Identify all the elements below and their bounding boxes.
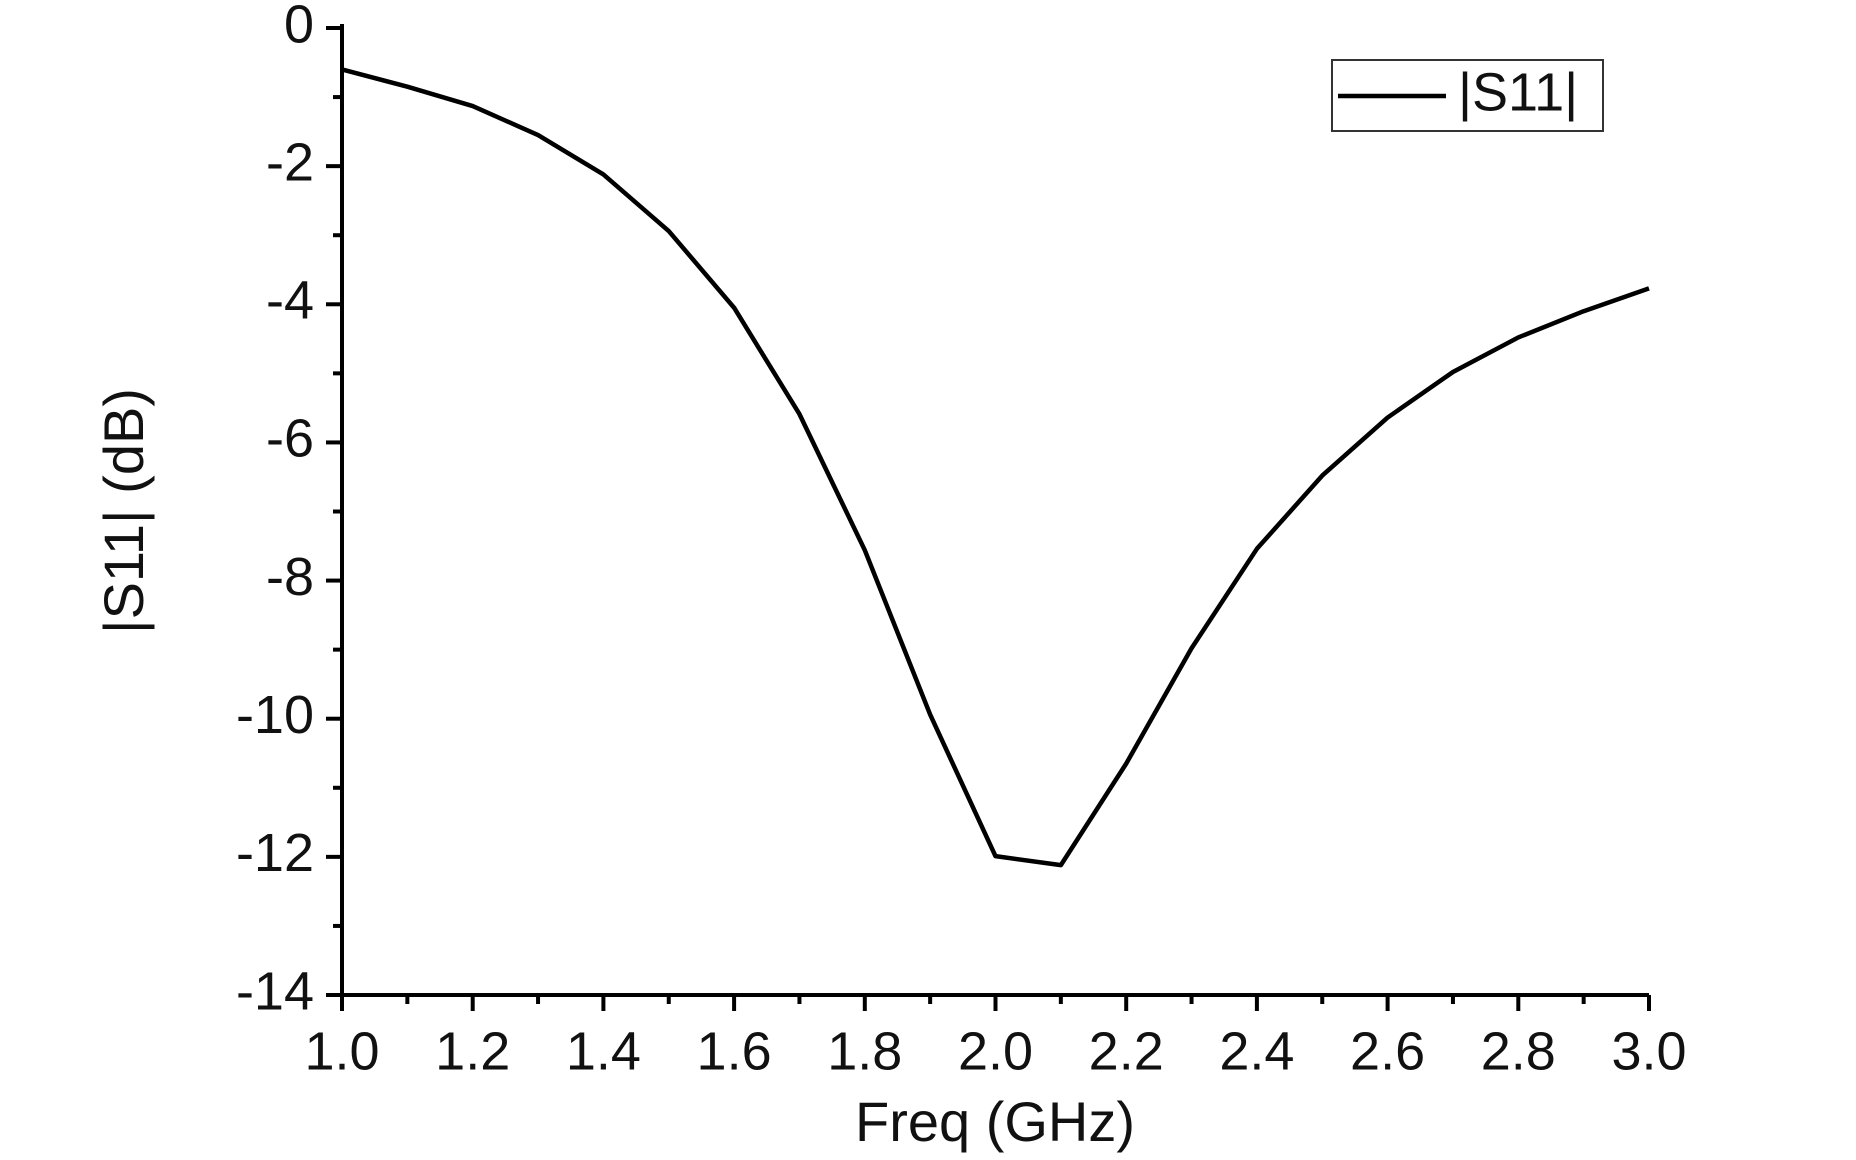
x-tick-label: 2.8: [1481, 1021, 1556, 1081]
y-tick-label: -4: [266, 271, 314, 331]
x-tick-label: 2.6: [1350, 1021, 1425, 1081]
x-axis-label: Freq (GHz): [855, 1090, 1135, 1153]
x-tick-label: 1.2: [435, 1021, 510, 1081]
y-tick-label: -6: [266, 409, 314, 469]
y-tick-label: -8: [266, 547, 314, 607]
x-tick-label: 2.2: [1089, 1021, 1164, 1081]
x-tick-label: 1.0: [304, 1021, 379, 1081]
x-tick-label: 1.6: [697, 1021, 772, 1081]
y-tick-label: -14: [236, 961, 314, 1021]
y-tick-label: 0: [284, 0, 314, 54]
x-tick-label: 1.8: [827, 1021, 902, 1081]
y-tick-label: -2: [266, 132, 314, 192]
y-tick-label: -10: [236, 685, 314, 745]
x-tick-label: 2.0: [958, 1021, 1033, 1081]
y-axis-label: |S11| (dB): [92, 388, 155, 634]
y-tick-label: -12: [236, 823, 314, 883]
data-line: [341, 67, 1650, 868]
x-tick-label: 2.4: [1219, 1021, 1294, 1081]
legend-label: |S11|: [1458, 62, 1578, 122]
x-tick-label: 1.4: [566, 1021, 641, 1081]
x-tick-label: 3.0: [1611, 1021, 1686, 1081]
